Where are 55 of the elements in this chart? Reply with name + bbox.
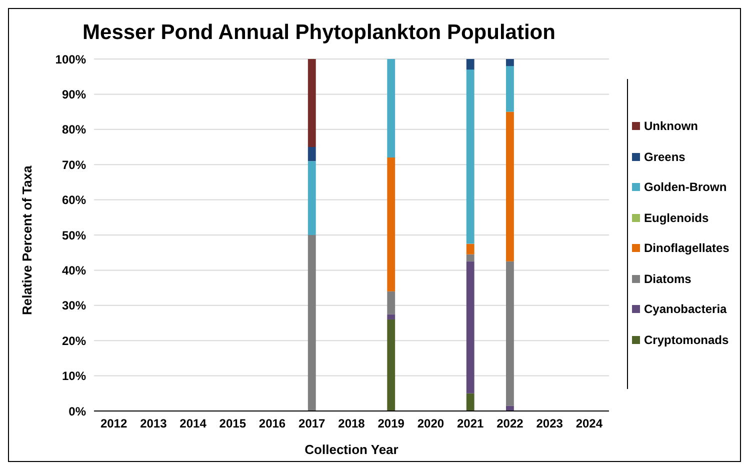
bar [387, 319, 396, 411]
bar [466, 254, 474, 262]
y-axis-title: Relative Percent of Taxa [20, 164, 35, 315]
legend-label: Greens [644, 150, 686, 164]
legend-label: Cryptomonads [644, 332, 729, 347]
bar [387, 314, 396, 320]
x-tick-label: 2014 [180, 416, 207, 431]
bar [466, 393, 474, 411]
x-tick-label: 2023 [536, 416, 564, 431]
bar [308, 147, 316, 162]
y-tick-label: 0% [68, 404, 86, 418]
x-tick-label: 2015 [219, 416, 246, 431]
y-tick-label: 50% [62, 228, 86, 242]
x-tick-label: 2024 [576, 416, 603, 431]
x-axis-title: Collection Year [304, 442, 398, 457]
bar [308, 161, 316, 235]
legend-label: Euglenoids [644, 210, 709, 225]
y-tick-label: 100% [55, 52, 86, 66]
bar [506, 59, 514, 66]
legend-label: Cyanobacteria [644, 302, 727, 316]
bar [466, 59, 474, 70]
x-tick-label: 2012 [100, 416, 128, 431]
y-tick-label: 20% [62, 334, 86, 348]
x-tick-label: 2020 [417, 416, 444, 431]
legend-label: Diatoms [644, 272, 692, 286]
bar [387, 291, 396, 314]
y-tick-label: 10% [62, 369, 86, 384]
legend-label: Dinoflagellates [644, 241, 730, 256]
bar [308, 59, 316, 147]
y-tick-label: 70% [62, 158, 86, 172]
y-tick-label: 30% [62, 298, 86, 313]
x-tick-label: 2022 [496, 416, 524, 431]
x-tick-label: 2021 [456, 416, 484, 431]
x-tick-label: 2017 [298, 416, 326, 431]
y-tick-label: 80% [62, 122, 86, 137]
bar [466, 261, 474, 394]
x-tick-label: 2019 [378, 416, 405, 431]
bar [506, 261, 514, 406]
bar [466, 70, 474, 244]
legend-label: Golden-Brown [644, 180, 727, 194]
bar [387, 158, 396, 292]
y-tick-label: 60% [62, 193, 86, 208]
bar [466, 244, 474, 254]
bar [506, 406, 514, 411]
x-tick-label: 2013 [140, 416, 168, 431]
bar [387, 59, 396, 158]
x-tick-label: 2016 [258, 416, 286, 431]
x-tick-label: 2018 [338, 416, 366, 431]
chart-title: Messer Pond Annual Phytoplankton Population [82, 21, 556, 45]
y-tick-label: 90% [62, 87, 86, 102]
bar [506, 66, 514, 112]
y-tick-label: 40% [62, 263, 86, 278]
bar [506, 112, 514, 262]
legend-label: Unknown [644, 119, 698, 134]
bar [308, 235, 316, 411]
